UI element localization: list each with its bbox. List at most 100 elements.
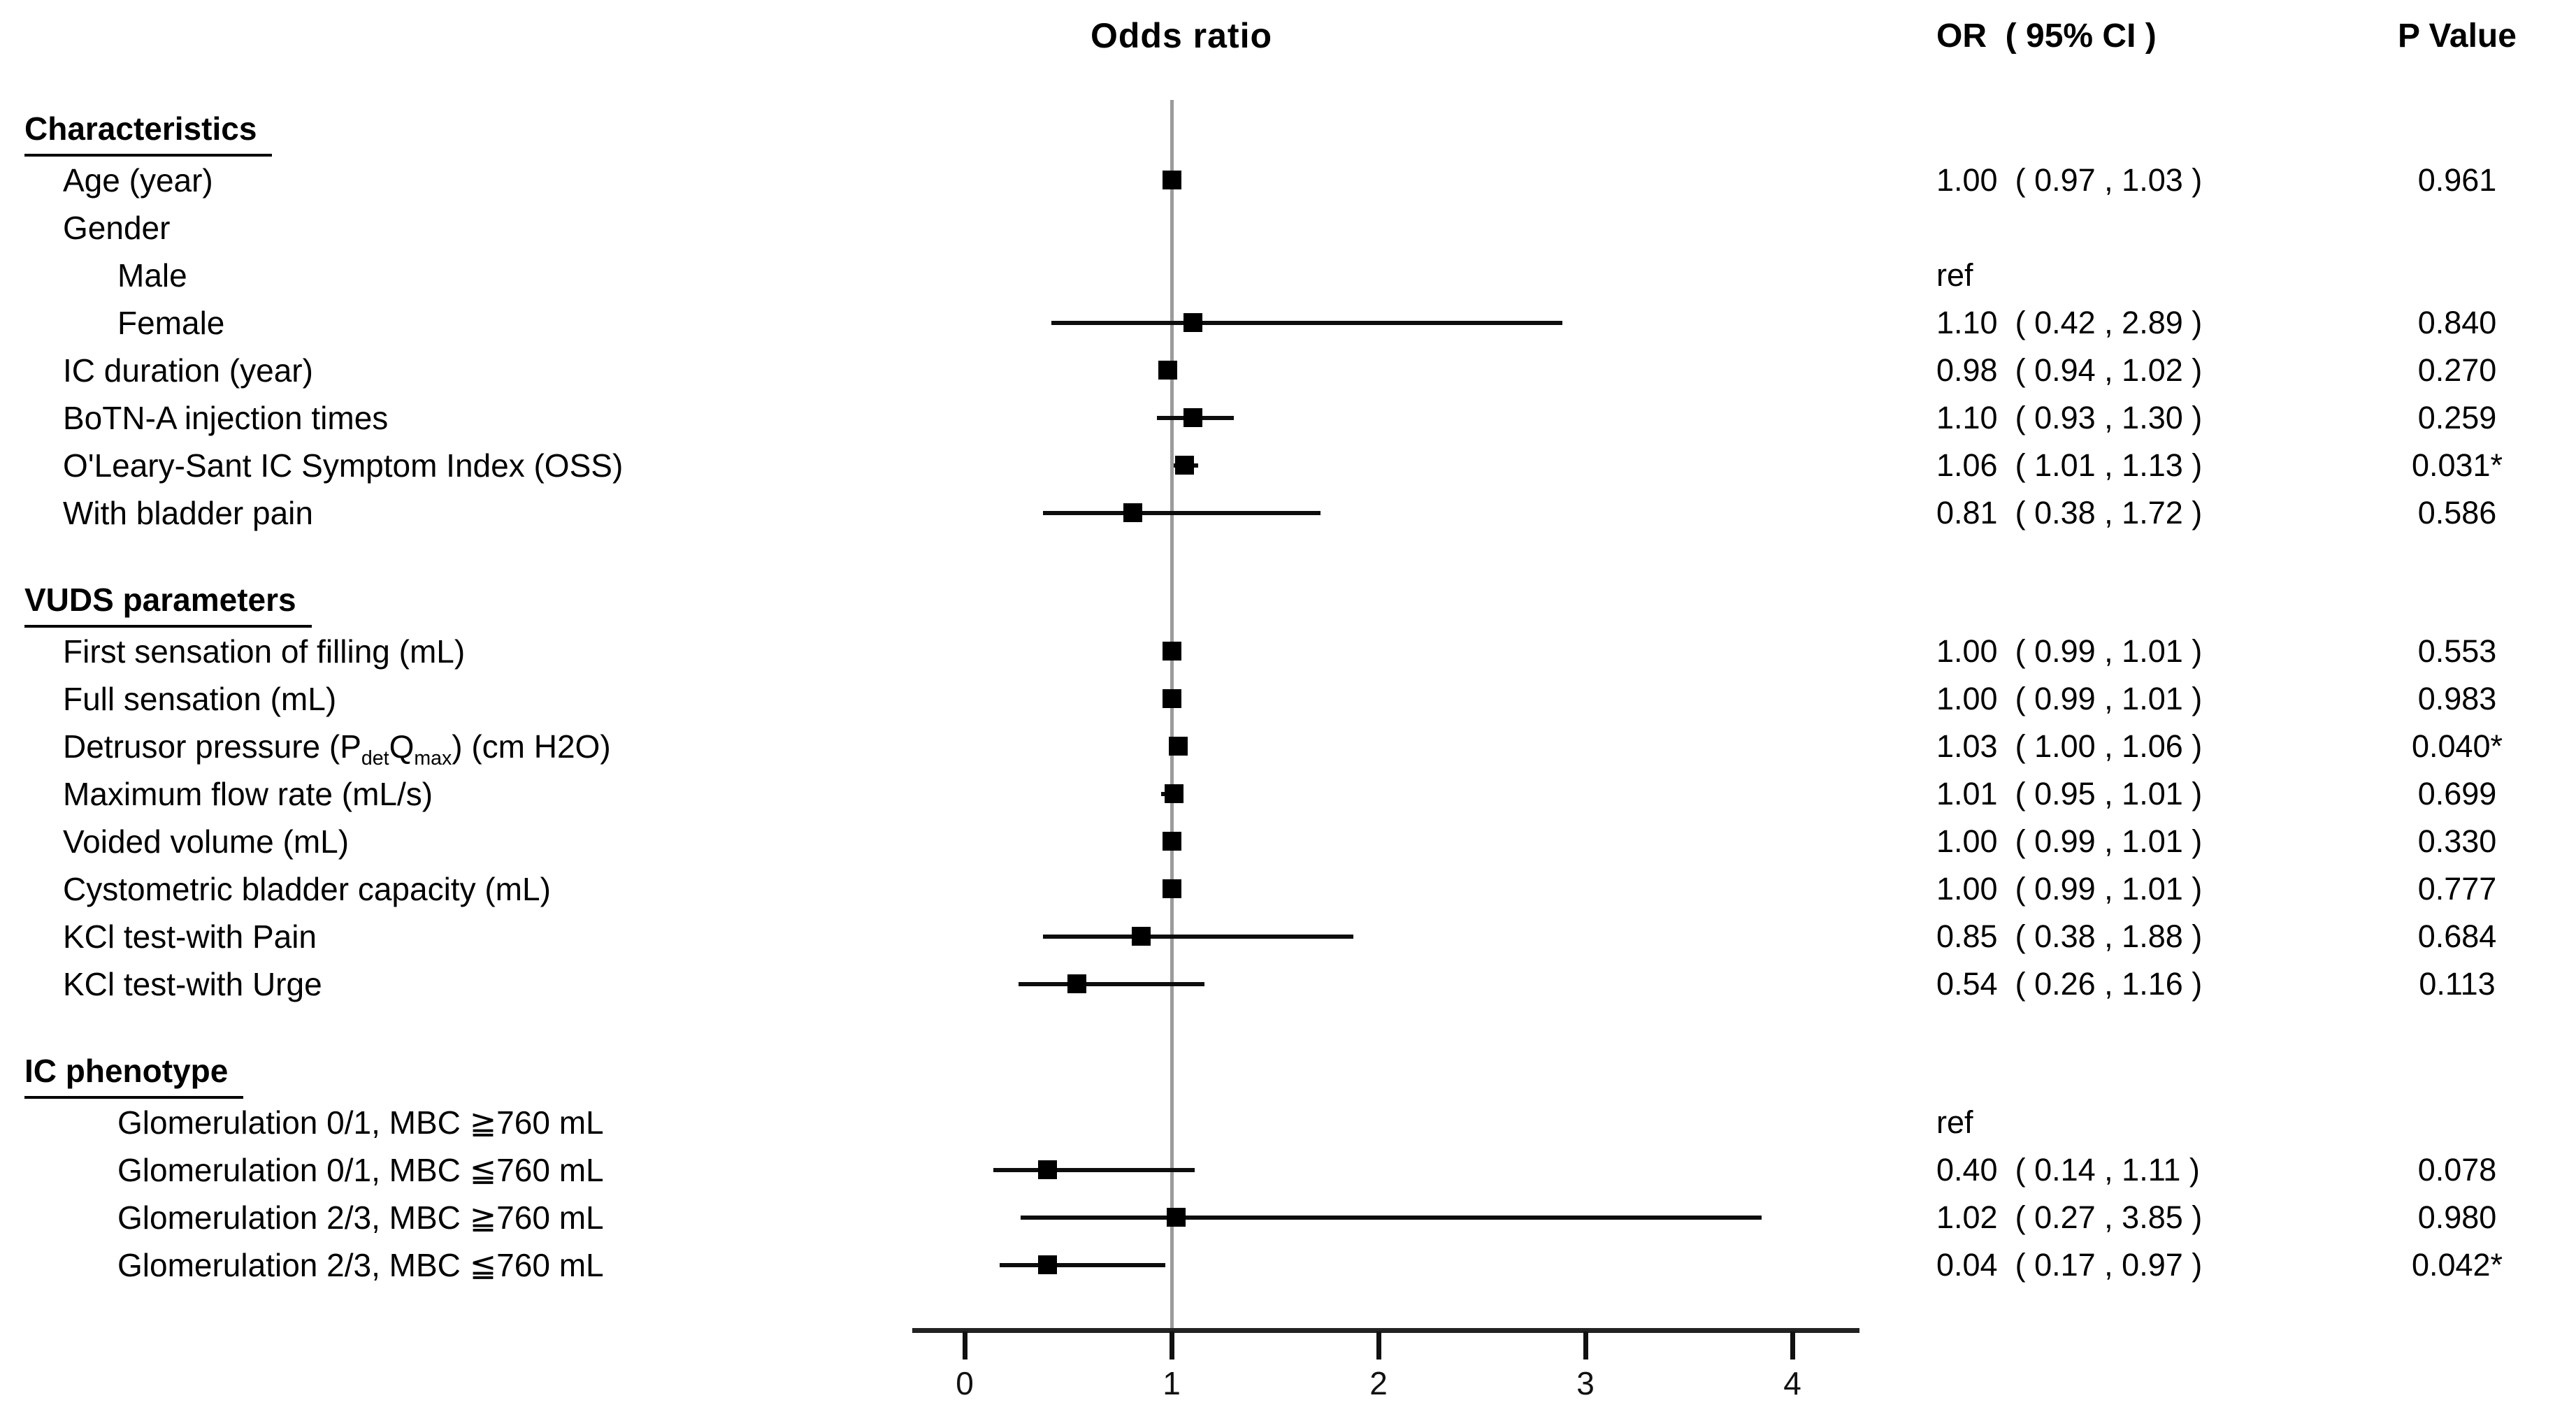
or-ci-value: 1.00 ( 0.99 , 1.01 ) — [1936, 871, 2203, 907]
row-label: Gender — [63, 210, 171, 246]
ci-line — [1043, 935, 1354, 939]
row-ic-duration: IC duration (year) 0.98 ( 0.94 , 1.02 ) … — [0, 347, 2576, 394]
or-ci-value: 1.01 ( 0.95 , 1.01 ) — [1936, 776, 2203, 812]
row-oleary-sant-oss: O'Leary-Sant IC Symptom Index (OSS) 1.06… — [0, 442, 2576, 489]
row-label: Male — [117, 257, 187, 294]
or-point-marker — [1038, 1160, 1058, 1179]
row-label: Voided volume (mL) — [63, 823, 350, 860]
row-label: First sensation of filling (mL) — [63, 633, 466, 670]
row-label: Full sensation (mL) — [63, 681, 337, 717]
p-value: 0.078 — [2417, 1152, 2497, 1188]
reference-line-or1 — [1170, 100, 1174, 1332]
section-header-characteristics: Characteristics — [0, 106, 2576, 157]
or-ci-value: 1.00 ( 0.99 , 1.01 ) — [1936, 823, 2203, 859]
p-value: 0.840 — [2417, 305, 2497, 340]
row-label: Cystometric bladder capacity (mL) — [63, 871, 551, 907]
row-kcl-test-pain: KCl test-with Pain 0.85 ( 0.38 , 1.88 ) … — [0, 913, 2576, 960]
rows-container: Characteristics Age (year) 1.00 ( 0.97 ,… — [0, 106, 2576, 1289]
row-first-sensation: First sensation of filling (mL) 1.00 ( 0… — [0, 628, 2576, 675]
row-age: Age (year) 1.00 ( 0.97 , 1.03 ) 0.961 — [0, 157, 2576, 204]
section-title: IC phenotype — [24, 1048, 244, 1099]
row-glomerulation-01-ge760: Glomerulation 0/1, MBC ≧760 mL ref — [0, 1099, 2576, 1146]
ci-line — [1051, 321, 1563, 325]
row-male: Male ref — [0, 252, 2576, 299]
x-tick-label: 3 — [1576, 1365, 1595, 1401]
row-label: KCl test-with Pain — [63, 918, 317, 955]
p-value: 0.031* — [2411, 447, 2503, 483]
x-axis-tick — [1170, 1332, 1174, 1360]
x-tick-label: 0 — [956, 1365, 974, 1401]
or-ci-value: ref — [1936, 1104, 1973, 1140]
row-label: Female — [117, 305, 225, 341]
or-ci-value: 0.98 ( 0.94 , 1.02 ) — [1936, 352, 2203, 388]
x-tick-label: 2 — [1369, 1365, 1388, 1401]
x-tick-label: 4 — [1783, 1365, 1801, 1401]
or-ci-value: 0.81 ( 0.38 , 1.72 ) — [1936, 495, 2203, 531]
row-label: IC duration (year) — [63, 352, 313, 389]
p-value: 0.684 — [2417, 918, 2497, 954]
p-value: 0.270 — [2417, 352, 2497, 388]
p-value: 0.259 — [2417, 400, 2497, 435]
row-detrusor-pressure: Detrusor pressure (PdetQmax) (cm H2O) 1.… — [0, 723, 2576, 770]
p-value: 0.586 — [2417, 495, 2497, 531]
or-point-marker — [1163, 832, 1181, 851]
or-ci-value: 1.10 ( 0.93 , 1.30 ) — [1936, 400, 2203, 435]
p-value: 0.983 — [2417, 681, 2497, 716]
or-ci-value: 1.10 ( 0.42 , 2.89 ) — [1936, 305, 2203, 340]
x-tick-label: 1 — [1163, 1365, 1181, 1401]
row-glomerulation-23-ge760: Glomerulation 2/3, MBC ≧760 mL 1.02 ( 0.… — [0, 1194, 2576, 1241]
or-point-marker — [1163, 689, 1181, 708]
or-point-marker — [1163, 879, 1181, 898]
row-label: Glomerulation 0/1, MBC ≦760 mL — [117, 1152, 604, 1188]
ci-line — [993, 1168, 1195, 1172]
p-value: 0.042* — [2411, 1247, 2503, 1283]
row-label: Glomerulation 0/1, MBC ≧760 mL — [117, 1104, 604, 1141]
row-label: With bladder pain — [63, 495, 313, 531]
or-point-marker — [1163, 642, 1181, 661]
or-ci-value: 0.54 ( 0.26 , 1.16 ) — [1936, 966, 2203, 1002]
p-value-column-header: P Value — [2398, 17, 2517, 55]
p-value: 0.980 — [2417, 1199, 2497, 1235]
or-ci-value: ref — [1936, 257, 1973, 293]
row-kcl-test-urge: KCl test-with Urge 0.54 ( 0.26 , 1.16 ) … — [0, 960, 2576, 1008]
or-ci-value: 1.00 ( 0.99 , 1.01 ) — [1936, 633, 2203, 669]
p-value: 0.330 — [2417, 823, 2497, 859]
x-axis-tick — [1790, 1332, 1795, 1360]
row-label: Glomerulation 2/3, MBC ≦760 mL — [117, 1247, 604, 1283]
ci-line — [1000, 1263, 1166, 1267]
row-cystometric-capacity: Cystometric bladder capacity (mL) 1.00 (… — [0, 865, 2576, 913]
x-axis-tick — [1583, 1332, 1588, 1360]
ci-line — [1043, 511, 1321, 515]
ci-line — [1018, 982, 1205, 986]
or-point-marker — [1164, 784, 1183, 803]
row-with-bladder-pain: With bladder pain 0.81 ( 0.38 , 1.72 ) 0… — [0, 489, 2576, 537]
row-label: BoTN-A injection times — [63, 400, 389, 436]
or-ci-value: 1.02 ( 0.27 , 3.85 ) — [1936, 1199, 2203, 1235]
row-label: KCl test-with Urge — [63, 966, 322, 1002]
row-voided-volume: Voided volume (mL) 1.00 ( 0.99 , 1.01 ) … — [0, 818, 2576, 865]
row-gender: Gender — [0, 204, 2576, 252]
or-ci-value: 0.04 ( 0.17 , 0.97 ) — [1936, 1247, 2203, 1283]
row-label: O'Leary-Sant IC Symptom Index (OSS) — [63, 447, 624, 484]
or-ci-value: 1.06 ( 1.01 , 1.13 ) — [1936, 447, 2203, 483]
chart-title: Odds ratio — [1090, 16, 1273, 55]
p-value: 0.961 — [2417, 162, 2497, 198]
x-axis-line — [912, 1328, 1859, 1333]
x-axis-tick — [963, 1332, 967, 1360]
section-header-vuds-parameters: VUDS parameters — [0, 577, 2576, 628]
or-point-marker — [1163, 171, 1181, 189]
row-female: Female 1.10 ( 0.42 , 2.89 ) 0.840 — [0, 299, 2576, 347]
section-title: VUDS parameters — [24, 577, 312, 628]
or-point-marker — [1183, 408, 1202, 427]
ci-line — [1020, 1216, 1762, 1220]
p-value: 0.777 — [2417, 871, 2497, 907]
or-point-marker — [1038, 1255, 1058, 1274]
or-point-marker — [1166, 1208, 1186, 1227]
row-label: Detrusor pressure (PdetQmax) (cm H2O) — [63, 728, 611, 770]
p-value: 0.553 — [2417, 633, 2497, 669]
or-point-marker — [1067, 974, 1086, 993]
row-label: Glomerulation 2/3, MBC ≧760 mL — [117, 1199, 604, 1236]
or-point-marker — [1168, 737, 1188, 756]
section-header-ic-phenotype: IC phenotype — [0, 1048, 2576, 1099]
